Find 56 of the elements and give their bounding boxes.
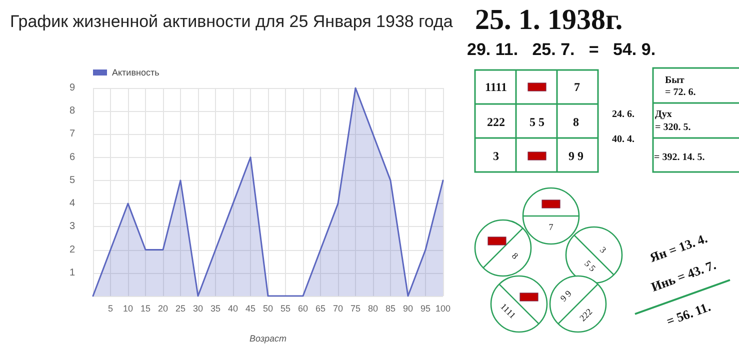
x-tick-label: 35 — [210, 304, 221, 314]
text: = 72. 6. — [665, 87, 696, 98]
x-tick-label: 85 — [385, 304, 396, 314]
x-tick-label: 15 — [140, 304, 151, 314]
y-tick-label: 9 — [69, 82, 76, 94]
y-tick-label: 5 — [69, 174, 76, 186]
text: 8 — [573, 115, 579, 129]
text: 24. 6. — [612, 109, 635, 120]
x-tick-label: 95 — [420, 304, 431, 314]
text: Быт — [665, 75, 684, 86]
text: 25. 1. 1938г. — [475, 4, 623, 36]
text: 9 9 — [558, 288, 574, 304]
text: 222 — [487, 115, 505, 129]
x-tick-label: 30 — [192, 304, 204, 314]
text: 7 — [548, 222, 554, 232]
x-tick-label: 75 — [350, 304, 361, 314]
text: 1111 — [484, 80, 508, 94]
text: = 56. 11. — [664, 298, 712, 329]
x-tick-label: 100 — [435, 304, 451, 314]
text: Дух — [655, 109, 672, 120]
y-tick-label: 6 — [69, 152, 76, 163]
x-tick-label: 10 — [122, 304, 134, 314]
x-tick-label: 45 — [245, 304, 256, 314]
x-tick-label: 70 — [332, 304, 344, 314]
x-tick-label: 60 — [298, 304, 308, 314]
text: 3 — [598, 244, 609, 256]
y-tick-label: 2 — [69, 244, 76, 256]
x-tick-label: 80 — [368, 304, 378, 314]
text: 40. 4. — [612, 134, 635, 145]
x-tick-label: 20 — [158, 304, 168, 314]
text: 29. 11. 25. 7. = 54. 9. — [467, 40, 656, 59]
chart-title: График жизненной активности для 25 Января 1938 года — [10, 12, 454, 31]
legend-label: Активность — [112, 68, 160, 78]
y-tick-label: 4 — [69, 198, 76, 210]
text: 5 5 — [582, 258, 598, 274]
text: 5 5 — [530, 115, 544, 129]
text: 9 9 — [568, 149, 584, 163]
y-tick-label: 8 — [69, 106, 76, 117]
text: 1111 — [498, 301, 518, 320]
x-tick-label: 25 — [175, 304, 186, 314]
x-tick-label: 50 — [262, 304, 274, 314]
x-tick-label: 55 — [280, 304, 291, 314]
text: 8 — [510, 250, 521, 262]
x-tick-label: 90 — [402, 304, 414, 314]
text: 222 — [578, 306, 594, 324]
text: = 392. 14. 5. — [654, 152, 706, 163]
x-tick-label: 5 — [108, 304, 114, 314]
y-tick-label: 7 — [69, 128, 76, 140]
text: 7 — [574, 80, 580, 94]
x-axis-title: Возраст — [249, 334, 288, 344]
y-tick-label: 3 — [69, 221, 76, 232]
x-tick-label: 65 — [315, 304, 326, 314]
text: = 320. 5. — [655, 122, 692, 133]
x-tick-label: 40 — [228, 304, 238, 314]
text: 3 — [493, 149, 499, 163]
y-tick-label: 1 — [69, 267, 76, 278]
